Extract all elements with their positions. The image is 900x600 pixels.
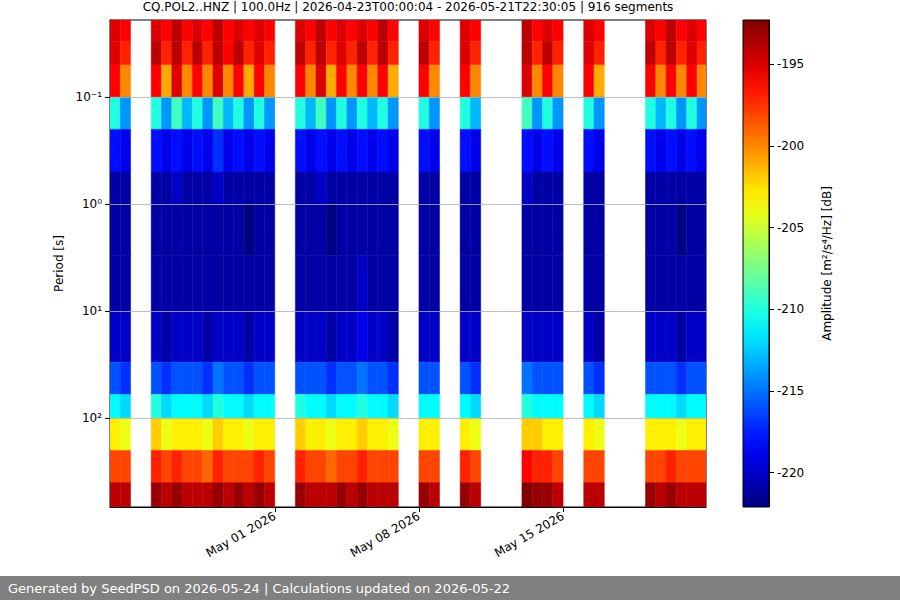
svg-text:Generated by SeedPSD on 2026-0: Generated by SeedPSD on 2026-05-24 | Cal…: [8, 581, 510, 596]
svg-text:Amplitude [m²/s⁴/Hz] [dB]: Amplitude [m²/s⁴/Hz] [dB]: [820, 186, 834, 341]
svg-text:-195: -195: [777, 57, 804, 71]
svg-text:May 08 2026: May 08 2026: [348, 509, 423, 560]
svg-text:-200: -200: [777, 139, 804, 153]
svg-text:10¹: 10¹: [82, 304, 102, 318]
svg-text:10²: 10²: [82, 411, 102, 425]
svg-text:May 01 2026: May 01 2026: [204, 509, 279, 560]
svg-text:CQ.POL2..HNZ | 100.0Hz | 2026-: CQ.POL2..HNZ | 100.0Hz | 2026-04-23T00:0…: [143, 0, 674, 14]
svg-text:-210: -210: [777, 302, 804, 316]
svg-text:10⁻¹: 10⁻¹: [76, 90, 103, 104]
svg-text:Period [s]: Period [s]: [52, 235, 66, 292]
svg-text:-220: -220: [777, 466, 804, 480]
svg-text:10⁰: 10⁰: [82, 197, 102, 211]
svg-text:-205: -205: [777, 221, 804, 235]
svg-text:-215: -215: [777, 384, 804, 398]
svg-text:May 15 2026: May 15 2026: [492, 509, 567, 560]
